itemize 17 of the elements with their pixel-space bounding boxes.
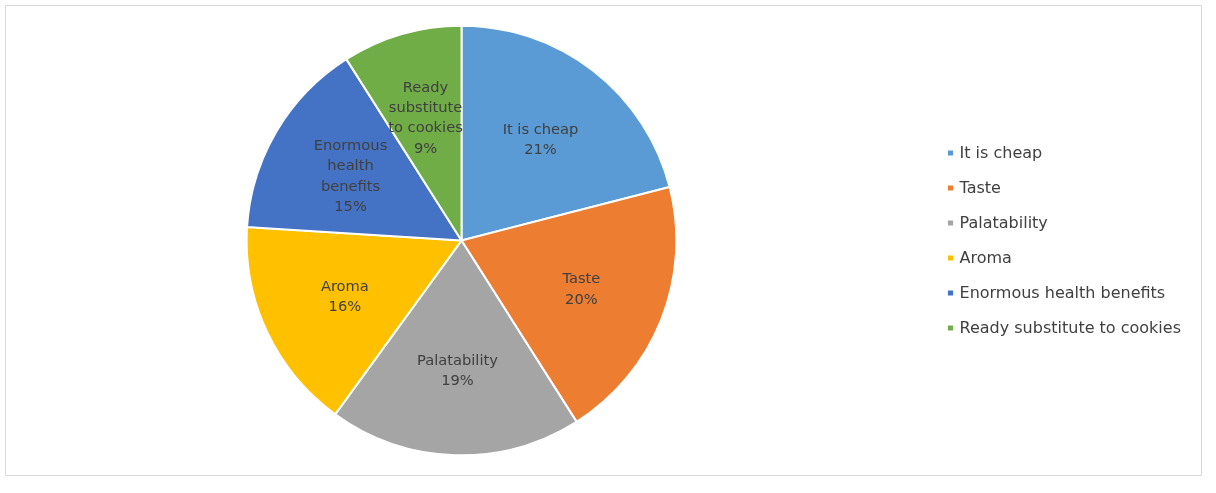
slice-label: Taste [561, 269, 601, 287]
data-label: 20% [565, 289, 598, 307]
data-label: 9% [413, 138, 438, 156]
data-label: 21% [524, 140, 557, 158]
slice-label: Enormous health benefits [313, 135, 388, 194]
legend-label: Palatability [959, 213, 1048, 232]
data-label: 15% [334, 196, 367, 214]
slice-label: Aroma [320, 276, 369, 294]
legend-label: Ready substitute to cookies [959, 318, 1181, 337]
legend-label: Aroma [959, 248, 1012, 267]
slice-label: Palatability [417, 350, 499, 368]
data-label: 19% [441, 371, 474, 389]
legend-label: Taste [959, 178, 1001, 197]
slice-label: It is cheap [502, 119, 579, 137]
legend-label: It is cheap [959, 143, 1043, 162]
data-label: 16% [328, 297, 362, 315]
legend-label: Enormous health benefits [959, 283, 1166, 302]
